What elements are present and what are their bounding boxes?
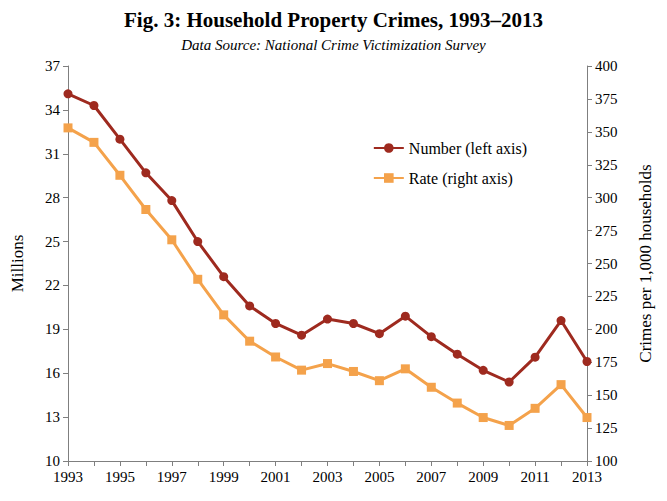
svg-text:400: 400: [595, 58, 618, 74]
svg-text:325: 325: [595, 157, 618, 173]
svg-text:200: 200: [595, 321, 618, 337]
svg-text:1993: 1993: [53, 469, 83, 485]
svg-text:2001: 2001: [261, 469, 291, 485]
svg-text:2009: 2009: [468, 469, 498, 485]
svg-text:34: 34: [45, 102, 61, 118]
svg-text:1999: 1999: [209, 469, 239, 485]
svg-text:19: 19: [45, 321, 60, 337]
svg-text:25: 25: [45, 234, 60, 250]
svg-text:275: 275: [595, 223, 618, 239]
svg-text:150: 150: [595, 387, 618, 403]
svg-text:1995: 1995: [105, 469, 135, 485]
svg-text:125: 125: [595, 420, 618, 436]
svg-text:2011: 2011: [520, 469, 549, 485]
svg-text:37: 37: [45, 58, 61, 74]
svg-text:28: 28: [45, 190, 60, 206]
svg-text:2013: 2013: [572, 469, 602, 485]
svg-text:100: 100: [595, 453, 618, 469]
svg-text:Data Source: National Crime Vi: Data Source: National Crime Victimizatio…: [180, 37, 486, 53]
svg-text:375: 375: [595, 91, 618, 107]
svg-text:Fig. 3: Household Property Cri: Fig. 3: Household Property Crimes, 1993–…: [124, 8, 543, 32]
svg-text:31: 31: [45, 146, 60, 162]
svg-text:22: 22: [45, 277, 60, 293]
svg-text:16: 16: [45, 365, 61, 381]
svg-text:350: 350: [595, 124, 618, 140]
svg-text:Rate (right axis): Rate (right axis): [409, 170, 513, 188]
svg-text:175: 175: [595, 354, 618, 370]
svg-text:13: 13: [45, 409, 60, 425]
svg-text:2003: 2003: [313, 469, 343, 485]
svg-text:Number (left axis): Number (left axis): [409, 140, 527, 158]
svg-text:2007: 2007: [416, 469, 447, 485]
svg-text:Millions: Millions: [8, 235, 27, 293]
svg-text:Crimes per 1,000 households: Crimes per 1,000 households: [636, 164, 655, 362]
svg-text:225: 225: [595, 288, 618, 304]
svg-text:1997: 1997: [157, 469, 188, 485]
svg-text:250: 250: [595, 256, 618, 272]
svg-text:2005: 2005: [364, 469, 394, 485]
svg-text:10: 10: [45, 453, 60, 469]
svg-text:300: 300: [595, 190, 618, 206]
